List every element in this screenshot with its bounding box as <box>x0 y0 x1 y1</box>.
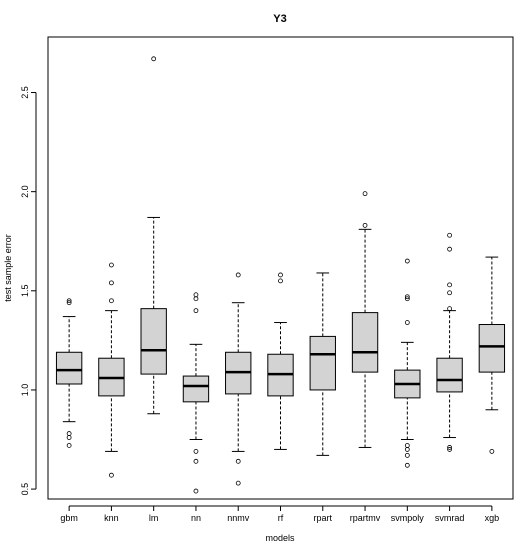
outlier-point <box>447 290 452 296</box>
box-rpartmv <box>351 191 379 448</box>
outlier-point <box>278 272 283 278</box>
x-tick-label: svmpoly <box>391 513 425 523</box>
box-rf <box>267 272 294 450</box>
iqr-box <box>478 324 506 373</box>
outlier-point <box>193 488 199 494</box>
outlier-point <box>404 452 410 458</box>
x-tick-label: svmrad <box>435 513 465 523</box>
y-tick-label: 0.5 <box>20 483 30 496</box>
y-axis-label: test sample error <box>3 234 13 302</box>
outlier-point <box>66 435 72 440</box>
y-tick-label: 1.0 <box>20 384 30 397</box>
outlier-point <box>447 282 452 288</box>
plot-frame <box>47 36 514 500</box>
outlier-point <box>447 246 452 252</box>
outlier-point <box>278 278 283 284</box>
outlier-point <box>447 447 452 452</box>
outlier-point <box>193 308 199 314</box>
box-xgb <box>478 256 506 454</box>
outlier-point <box>235 480 241 486</box>
box-series <box>55 56 506 494</box>
y-tick-label: 2.5 <box>20 86 30 99</box>
outlier-point <box>404 294 410 300</box>
x-tick-label: rpartmv <box>350 513 381 523</box>
box-nn <box>182 292 210 494</box>
x-axis-label: models <box>265 533 295 543</box>
outlier-point <box>404 443 410 448</box>
outlier-point <box>193 449 199 454</box>
x-tick-label: nn <box>191 513 201 523</box>
outlier-point <box>193 458 199 464</box>
x-axis: gbm knn lm nn nnmv rf rpart rpartmv svmpoly svmra… <box>60 505 500 523</box>
iqr-box <box>182 375 210 403</box>
x-tick-label: gbm <box>60 513 78 523</box>
box-svmpoly <box>394 258 421 468</box>
outlier-point <box>66 300 72 306</box>
outlier-point <box>447 232 452 238</box>
box-lm <box>140 56 167 415</box>
chart-title: Y3 <box>273 13 286 25</box>
outlier-point <box>404 447 410 452</box>
outlier-point <box>235 458 241 464</box>
outlier-point <box>109 472 114 478</box>
outlier-point <box>193 296 199 302</box>
outlier-point <box>404 258 410 264</box>
outlier-point <box>404 296 410 302</box>
outlier-point <box>151 56 157 62</box>
outlier-point <box>404 320 410 325</box>
x-tick-label: knn <box>104 513 119 523</box>
outlier-point <box>66 431 72 436</box>
outlier-point <box>447 445 452 450</box>
y-axis: 0.5 1.0 1.5 2.0 2.5 <box>20 86 37 496</box>
outlier-point <box>193 292 199 298</box>
outlier-point <box>109 262 114 268</box>
iqr-box <box>140 308 167 375</box>
box-gbm <box>55 298 83 448</box>
iqr-box <box>55 351 83 385</box>
y-tick-label: 1.5 <box>20 285 30 298</box>
outlier-point <box>489 449 495 454</box>
box-svmrad <box>436 232 463 452</box>
y-tick-label: 2.0 <box>20 185 30 198</box>
box-rpart <box>309 272 336 456</box>
box-nnmv <box>225 272 252 486</box>
outlier-point <box>66 443 72 448</box>
box-knn <box>98 262 125 478</box>
outlier-point <box>109 280 114 286</box>
x-tick-label: nnmv <box>227 513 250 523</box>
outlier-point <box>404 462 410 468</box>
x-tick-label: rpart <box>314 513 333 523</box>
x-tick-label: rf <box>278 513 284 523</box>
outlier-point <box>362 222 368 228</box>
x-tick-label: lm <box>149 513 159 523</box>
outlier-point <box>362 191 368 197</box>
iqr-box <box>436 357 463 393</box>
x-tick-label: xgb <box>485 513 500 523</box>
outlier-point <box>66 298 72 304</box>
iqr-box <box>351 312 379 373</box>
outlier-point <box>447 306 452 312</box>
outlier-point <box>235 272 241 278</box>
iqr-box <box>309 335 336 391</box>
outlier-point <box>109 298 114 304</box>
